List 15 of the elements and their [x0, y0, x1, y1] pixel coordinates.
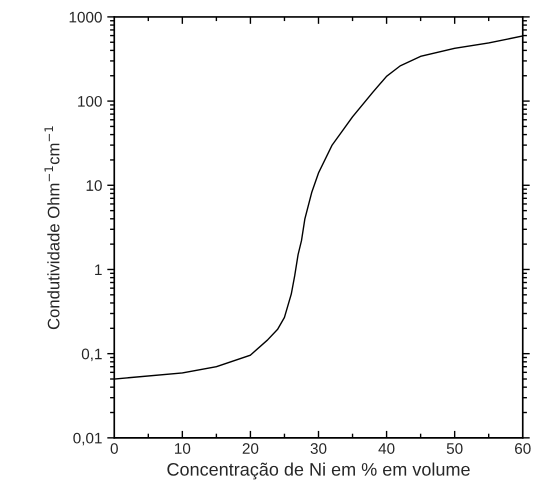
x-axis-title: Concentração de Ni em % em volume	[167, 462, 470, 480]
y-tick-label: 100	[78, 96, 102, 107]
y-axis-title: Condutividade Ohm$^{−1}$cm$^{−1}$	[44, 126, 60, 330]
y-tick-label: 1	[95, 264, 102, 276]
x-tick-label: 40	[378, 443, 394, 454]
x-tick-label: 60	[515, 443, 531, 454]
x-tick-label: 0	[110, 443, 118, 454]
x-tick-label: 30	[310, 443, 326, 454]
x-tick-label: 20	[242, 443, 258, 454]
x-tick-label: 50	[446, 443, 463, 454]
y-tick-label: 0,01	[73, 432, 102, 446]
x-tick-label: 10	[175, 443, 190, 454]
y-tick-label: 10	[86, 180, 102, 191]
y-tick-label: 1000	[70, 12, 102, 23]
y-tick-label: 0,1	[82, 348, 102, 362]
